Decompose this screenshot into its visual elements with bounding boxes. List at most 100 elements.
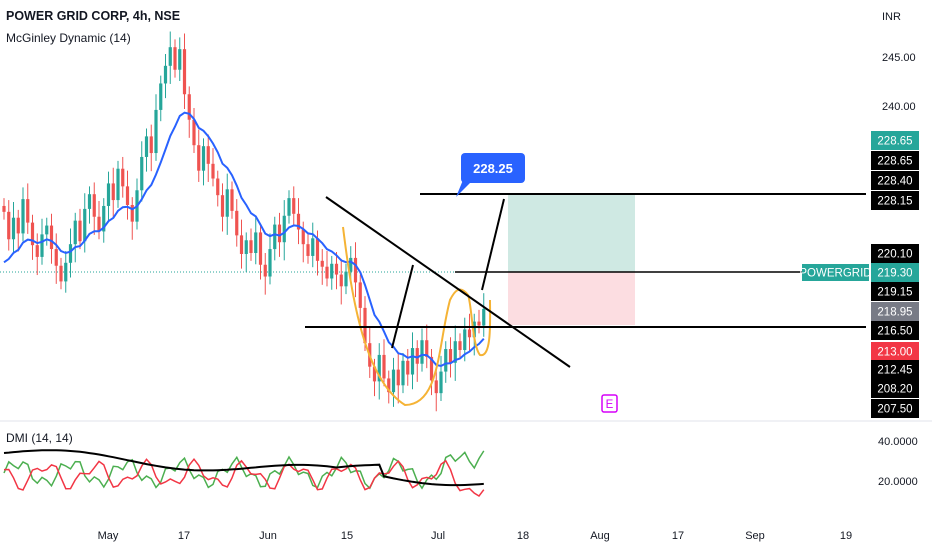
price-label: 219.15 (877, 287, 912, 299)
time-tick-label: Sep (745, 530, 765, 542)
candle-body (45, 225, 49, 235)
candle-body (192, 119, 196, 146)
candle-body (249, 240, 253, 253)
candle-body (311, 238, 315, 256)
price-callout[interactable]: 228.25 (456, 153, 525, 197)
price-label: 228.40 (877, 176, 912, 188)
candle-body (277, 224, 282, 243)
candle-body (258, 232, 263, 265)
time-tick-label: 19 (840, 530, 852, 542)
candle-body (287, 198, 291, 216)
candle-body (415, 348, 419, 364)
time-axis[interactable]: May 17 Jun 15 Jul 18 Aug 17 Sep 19 (98, 530, 853, 542)
candle-body (220, 195, 225, 217)
price-tick-label: 245.00 (882, 52, 916, 64)
candle-body (125, 186, 130, 205)
symbol-tag-label: POWERGRID (799, 268, 871, 280)
candle-body (444, 349, 448, 372)
candle-body (11, 217, 16, 240)
dmi-label[interactable]: DMI (14, 14) (6, 431, 73, 445)
price-label-box (871, 342, 919, 361)
candle-body (87, 194, 92, 209)
candle-body (2, 205, 6, 212)
candle-body (182, 49, 187, 95)
candle-body (78, 220, 82, 242)
candle-body (339, 274, 343, 287)
mcginley-line (3, 111, 485, 368)
candle-body (453, 341, 457, 363)
candle-body (168, 47, 172, 66)
price-label: 228.65 (877, 156, 912, 168)
candle-body (263, 264, 267, 277)
candle-body (159, 83, 163, 110)
candle-body (420, 340, 424, 364)
candle-body (410, 348, 415, 375)
price-label-box (871, 379, 919, 398)
candle-body (154, 109, 158, 154)
price-label-box (871, 321, 919, 340)
price-label: 228.15 (877, 196, 912, 208)
candle-body (363, 307, 367, 344)
candles (2, 31, 486, 412)
time-tick-label: 18 (517, 530, 529, 542)
price-label-box (871, 399, 919, 418)
callout-label: 228.25 (473, 161, 513, 176)
descending-trendline (325, 196, 571, 368)
price-label: 219.30 (877, 268, 912, 280)
candle-body (406, 360, 410, 375)
candle-body (372, 366, 377, 382)
candle-body (349, 257, 353, 272)
price-label-box (871, 131, 919, 150)
price-label-box (871, 263, 919, 282)
candle-body (315, 238, 320, 261)
candle-body (439, 371, 443, 394)
candle-body (21, 199, 25, 234)
candle-body (16, 217, 20, 234)
candle-body (102, 205, 106, 232)
price-label: 228.65 (877, 136, 912, 148)
candle-body (59, 265, 63, 282)
adx-line (3, 449, 484, 487)
symbol-tag: POWERGRID (799, 264, 872, 281)
candle-body (130, 204, 134, 222)
price-label: 208.20 (877, 384, 912, 396)
time-tick-label: 17 (178, 530, 190, 542)
candle-body (306, 244, 310, 256)
dmi-axis: 40.0000 20.0000 (878, 436, 918, 488)
candle-body (325, 266, 329, 279)
time-tick-label: 17 (672, 530, 684, 542)
time-tick-label: May (98, 530, 119, 542)
candle-body (268, 249, 272, 277)
candle-body (429, 356, 434, 381)
time-tick-label: 15 (341, 530, 353, 542)
candle-body (216, 178, 220, 196)
cup-pattern (342, 226, 492, 407)
candle-body (178, 49, 182, 70)
candle-body (26, 199, 30, 223)
price-label: 207.50 (877, 404, 912, 416)
candle-body (334, 263, 339, 275)
candle-body (472, 321, 476, 338)
candle-body (64, 262, 68, 282)
time-tick-label: Jul (431, 530, 445, 542)
candle-body (344, 271, 348, 287)
event-marker[interactable]: E (601, 394, 618, 413)
price-axis-labels: 228.65 228.65 228.40 228.15 220.10 219.30 219.… (871, 131, 919, 418)
candle-body (301, 229, 305, 245)
candle-body (358, 282, 362, 308)
candle-body (49, 225, 54, 250)
candle-body (330, 263, 334, 279)
event-marker-label: E (606, 399, 614, 411)
candle-body (83, 208, 87, 242)
candle-body (40, 234, 44, 257)
candle-body (111, 183, 115, 201)
candle-body (387, 378, 391, 393)
candle-body (448, 349, 453, 363)
price-label-box (871, 282, 919, 301)
indicator-label[interactable]: McGinley Dynamic (14) (6, 31, 131, 45)
candle-body (239, 235, 244, 254)
candle-body (377, 354, 381, 382)
candle-body (211, 163, 215, 179)
chart-title: POWER GRID CORP, 4h, NSE (6, 9, 181, 23)
